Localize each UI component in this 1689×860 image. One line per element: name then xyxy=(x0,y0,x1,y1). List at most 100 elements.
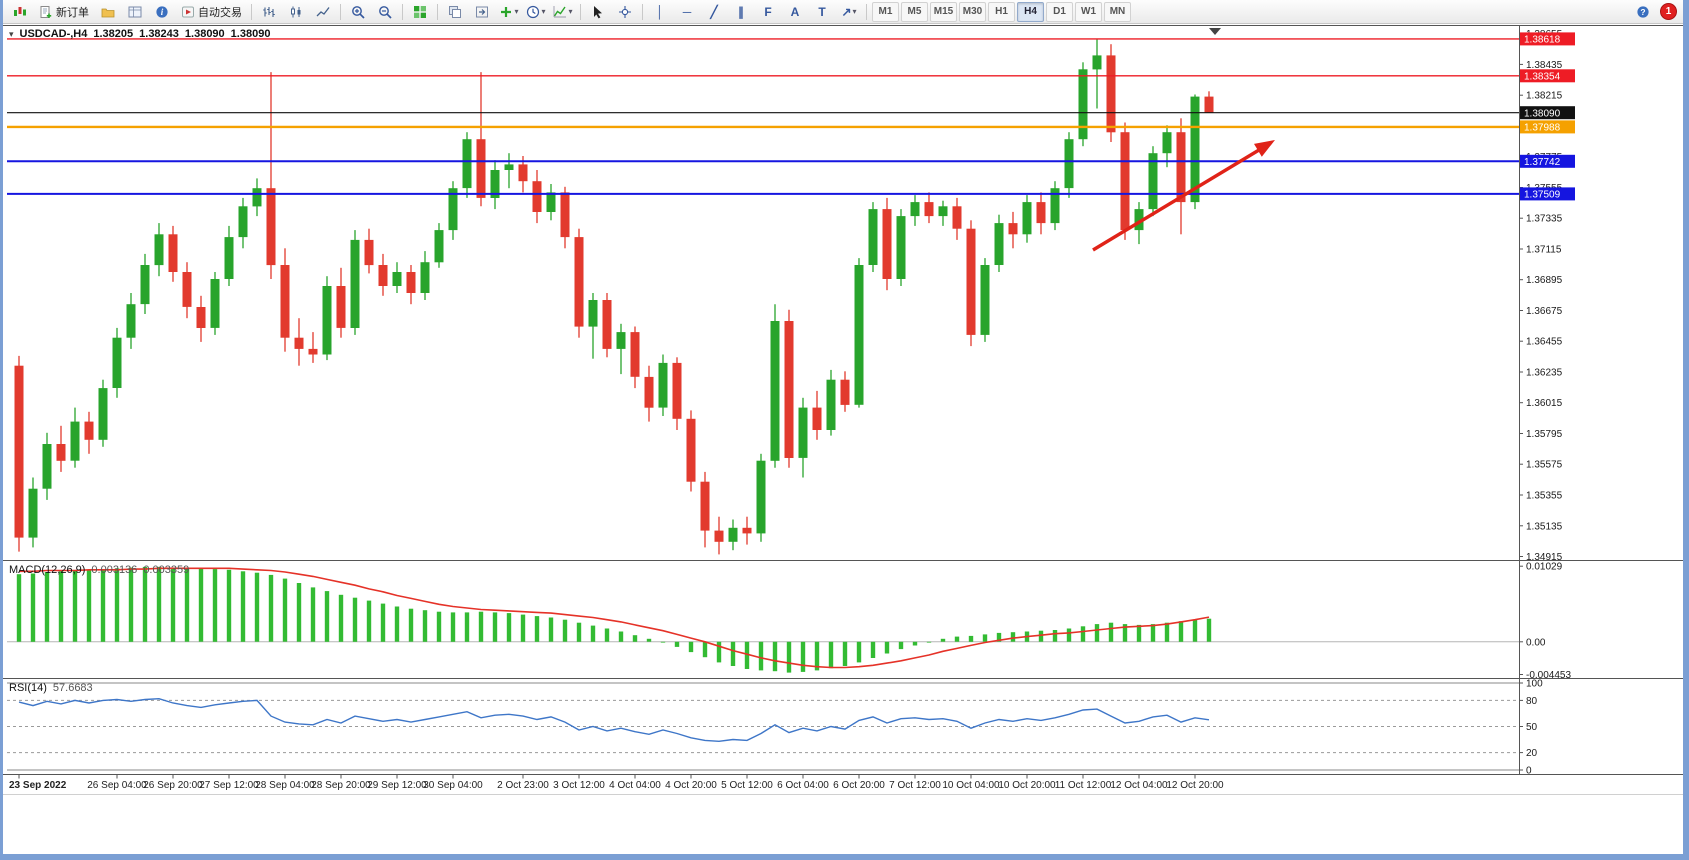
crosshair-tool-button[interactable] xyxy=(612,1,638,23)
horizontal-line-icon: ─ xyxy=(682,4,692,19)
chevron-down-icon: ▾ xyxy=(514,7,519,16)
svg-text:1.36015: 1.36015 xyxy=(1526,398,1563,409)
text-label-icon: T xyxy=(818,4,826,19)
chart-menu-icon[interactable]: ▾ xyxy=(9,28,14,39)
macd-value-main: 0.003136 xyxy=(91,564,138,576)
crosshair-icon xyxy=(619,5,631,18)
svg-text:0.00: 0.00 xyxy=(1526,637,1546,648)
svg-text:1.36235: 1.36235 xyxy=(1526,368,1563,379)
indicators-button[interactable]: ▾ xyxy=(550,1,576,23)
tile-windows-button[interactable] xyxy=(407,1,433,23)
label-tool-button[interactable]: T xyxy=(809,1,835,23)
auto-trading-label: 自动交易 xyxy=(198,6,242,19)
macd-label: MACD(12,26,9) 0.003136 0.003359 xyxy=(9,564,189,576)
timeframe-toolbar: M1 M5 M15 M30 H1 H4 D1 W1 MN xyxy=(871,1,1132,22)
timeframe-m30-button[interactable]: M30 xyxy=(959,1,986,22)
chevron-down-icon: ▾ xyxy=(568,7,573,16)
toolbar-separator xyxy=(437,3,438,20)
auto-trading-button[interactable]: 自动交易 xyxy=(176,1,247,23)
toolbar-separator xyxy=(866,3,867,20)
timeframe-h4-button[interactable]: H4 xyxy=(1017,1,1044,22)
chart-quote-line: ▾ USDCAD-,H4 1.38205 1.38243 1.38090 1.3… xyxy=(9,28,270,40)
timeframe-h1-button[interactable]: H1 xyxy=(988,1,1015,22)
symbol-label: USDCAD-,H4 xyxy=(19,28,88,40)
bar-chart-button[interactable] xyxy=(256,1,282,23)
market-watch-button[interactable] xyxy=(122,1,148,23)
quick-order-button[interactable]: ▾ xyxy=(496,1,522,23)
new-order-label: 新订单 xyxy=(56,6,89,19)
timeframe-w1-button[interactable]: W1 xyxy=(1075,1,1102,22)
svg-text:1.38215: 1.38215 xyxy=(1526,91,1563,102)
quote-close: 1.38090 xyxy=(230,28,271,40)
svg-text:4 Oct 20:00: 4 Oct 20:00 xyxy=(665,780,717,791)
svg-text:6 Oct 04:00: 6 Oct 04:00 xyxy=(777,780,829,791)
svg-text:1.38435: 1.38435 xyxy=(1526,60,1563,71)
svg-text:11 Oct 12:00: 11 Oct 12:00 xyxy=(1055,780,1112,791)
chart-shift-icon xyxy=(476,6,488,17)
profiles-folder-icon xyxy=(101,8,115,17)
clock-icon xyxy=(527,5,540,18)
new-chart-button[interactable] xyxy=(7,1,33,23)
zoom-in-button[interactable] xyxy=(345,1,371,23)
period-button[interactable]: ▾ xyxy=(523,1,549,23)
rsi-panel xyxy=(7,682,1519,771)
macd-name: MACD(12,26,9) xyxy=(9,564,86,576)
quote-high: 1.38243 xyxy=(139,28,179,40)
zoom-out-button[interactable] xyxy=(372,1,398,23)
timeframe-m1-button[interactable]: M1 xyxy=(872,1,899,22)
panel-separators xyxy=(3,25,1683,795)
candlestick-chart-button[interactable] xyxy=(283,1,309,23)
toolbar-right-group: ? 1 xyxy=(1630,1,1679,23)
arrows-tool-button[interactable]: ↗ ▾ xyxy=(836,1,862,23)
line-chart-icon xyxy=(316,6,330,16)
channel-tool-button[interactable]: ∥ xyxy=(728,1,754,23)
auto-trading-icon xyxy=(182,6,194,17)
timeframe-m15-button[interactable]: M15 xyxy=(930,1,957,22)
notification-badge[interactable]: 1 xyxy=(1660,3,1677,20)
candles-layer[interactable] xyxy=(14,38,1214,555)
svg-text:1.35575: 1.35575 xyxy=(1526,460,1563,471)
cascade-windows-button[interactable] xyxy=(442,1,468,23)
horizontal-line-tool-button[interactable]: ─ xyxy=(674,1,700,23)
chart-shift-button[interactable] xyxy=(469,1,495,23)
timeframe-m5-button[interactable]: M5 xyxy=(901,1,928,22)
chart-window[interactable]: 1.386551.384351.382151.379951.377751.375… xyxy=(3,24,1683,854)
rsi-label: RSI(14) 57.6683 xyxy=(9,682,93,694)
data-window-button[interactable]: i xyxy=(149,1,175,23)
svg-text:1.36455: 1.36455 xyxy=(1526,337,1563,348)
market-watch-icon xyxy=(128,6,142,17)
macd-value-signal: 0.003359 xyxy=(143,564,190,576)
text-tool-button[interactable]: A xyxy=(782,1,808,23)
svg-text:12 Oct 04:00: 12 Oct 04:00 xyxy=(1110,780,1168,791)
new-order-button[interactable]: 新订单 xyxy=(34,1,94,23)
svg-text:3 Oct 12:00: 3 Oct 12:00 xyxy=(553,780,605,791)
cursor-tool-button[interactable] xyxy=(585,1,611,23)
chart-shift-marker[interactable] xyxy=(1209,28,1221,35)
fibonacci-icon: F xyxy=(764,4,772,19)
svg-text:?: ? xyxy=(1640,7,1645,17)
toolbar-separator xyxy=(402,3,403,20)
svg-text:28 Sep 20:00: 28 Sep 20:00 xyxy=(311,780,371,791)
timeframe-d1-button[interactable]: D1 xyxy=(1046,1,1073,22)
svg-text:1.38618: 1.38618 xyxy=(1524,35,1561,46)
svg-text:27 Sep 12:00: 27 Sep 12:00 xyxy=(199,780,259,791)
fibonacci-tool-button[interactable]: F xyxy=(755,1,781,23)
trend-arrow-annotation[interactable] xyxy=(1092,140,1275,252)
timeframe-mn-button[interactable]: MN xyxy=(1104,1,1131,22)
help-button[interactable]: ? xyxy=(1630,1,1656,23)
macd-panel xyxy=(7,566,1519,673)
line-chart-button[interactable] xyxy=(310,1,336,23)
svg-text:1.37988: 1.37988 xyxy=(1524,123,1561,134)
rsi-axis: 100 80 50 20 0 xyxy=(1519,679,1543,777)
svg-text:29 Sep 12:00: 29 Sep 12:00 xyxy=(367,780,427,791)
trendline-tool-button[interactable]: ╱ xyxy=(701,1,727,23)
profiles-button[interactable] xyxy=(95,1,121,23)
svg-text:30 Sep 04:00: 30 Sep 04:00 xyxy=(423,780,483,791)
help-icon: ? xyxy=(1637,5,1649,18)
bar-chart-icon xyxy=(263,6,275,17)
horizontal-levels-layer[interactable]: 1.38618 1.38354 1.38090 1.37988 1.37742 1.375… xyxy=(7,32,1575,201)
svg-text:1.37335: 1.37335 xyxy=(1526,214,1563,225)
svg-text:7 Oct 12:00: 7 Oct 12:00 xyxy=(889,780,941,791)
vertical-line-tool-button[interactable]: │ xyxy=(647,1,673,23)
